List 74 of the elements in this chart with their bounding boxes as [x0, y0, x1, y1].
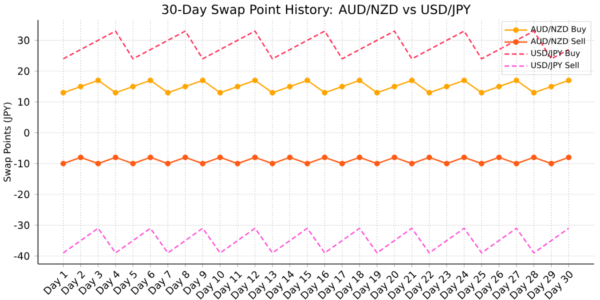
- point: [130, 160, 136, 166]
- point: [444, 84, 450, 90]
- point: [356, 78, 362, 84]
- point: [566, 154, 572, 160]
- point: [339, 84, 345, 90]
- y-tick-label: -20: [14, 190, 30, 198]
- point: [322, 90, 328, 96]
- point: [548, 84, 554, 90]
- legend-label: USD/JPY Buy: [531, 50, 580, 58]
- point: [270, 90, 276, 96]
- point: [392, 154, 398, 160]
- point: [287, 154, 293, 160]
- point: [531, 154, 537, 160]
- point: [322, 154, 328, 160]
- point: [514, 78, 520, 84]
- point: [496, 154, 502, 160]
- point: [200, 78, 206, 84]
- point: [566, 78, 572, 84]
- point: [182, 154, 188, 160]
- y-tick-label: -10: [14, 160, 30, 168]
- point: [356, 154, 362, 160]
- point: [165, 160, 171, 166]
- point: [496, 84, 502, 90]
- point: [182, 84, 188, 90]
- point: [531, 90, 537, 96]
- legend-label: USD/JPY Sell: [531, 62, 579, 70]
- legend-label: AUD/NZD Sell: [530, 38, 585, 45]
- y-tick-label: -40: [14, 252, 30, 260]
- point: [252, 154, 258, 160]
- point: [78, 84, 84, 90]
- point: [200, 160, 206, 166]
- point: [548, 160, 554, 166]
- point: [60, 160, 66, 166]
- point: [426, 90, 432, 96]
- point: [374, 160, 380, 166]
- point: [252, 78, 258, 84]
- y-tick-label: -30: [14, 221, 30, 229]
- point: [217, 154, 223, 160]
- point: [270, 160, 276, 166]
- point: [339, 160, 345, 166]
- legend-label: AUD/NZD Buy: [530, 26, 586, 34]
- point: [304, 78, 310, 84]
- chart-title: 30-Day Swap Point History: AUD/NZD vs USD/JPY: [162, 4, 471, 17]
- point: [95, 78, 101, 84]
- y-tick-label: 30: [18, 36, 30, 44]
- point: [478, 160, 484, 166]
- point: [287, 84, 293, 90]
- point: [409, 78, 415, 84]
- point: [234, 84, 240, 90]
- point: [112, 90, 118, 96]
- point: [60, 90, 66, 96]
- point: [95, 160, 101, 166]
- point: [392, 84, 398, 90]
- point: [478, 90, 484, 96]
- point: [217, 90, 223, 96]
- y-tick-label: 10: [18, 98, 30, 106]
- point: [148, 78, 154, 84]
- y-axis-title: Swap Points (JPY): [3, 102, 12, 182]
- point: [444, 160, 450, 166]
- point: [165, 90, 171, 96]
- y-tick-label: 0: [24, 128, 30, 137]
- y-tick-label: 20: [18, 67, 30, 75]
- point: [374, 90, 380, 96]
- point: [234, 160, 240, 166]
- point: [78, 154, 84, 160]
- point: [130, 84, 136, 90]
- point: [112, 154, 118, 160]
- point: [461, 78, 467, 84]
- point: [514, 160, 520, 166]
- point: [148, 154, 154, 160]
- point: [461, 154, 467, 160]
- point: [304, 160, 310, 166]
- point: [426, 154, 432, 160]
- point: [409, 160, 415, 166]
